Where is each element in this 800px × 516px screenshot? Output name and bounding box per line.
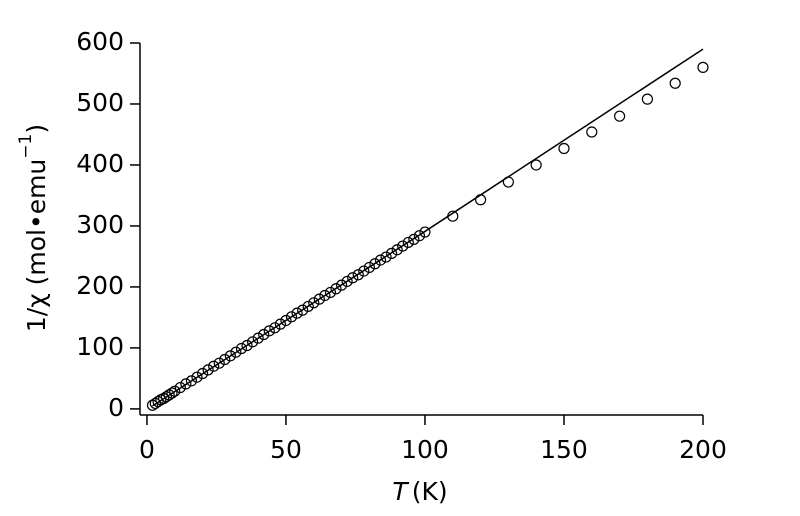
data-point xyxy=(313,293,325,305)
data-point xyxy=(180,378,192,390)
data-point xyxy=(408,233,420,245)
x-label-unit: (K) xyxy=(412,477,448,506)
fit-line xyxy=(152,48,704,407)
data-point xyxy=(669,77,681,89)
data-point xyxy=(208,360,220,372)
x-axis-label: T (K) xyxy=(392,477,447,506)
data-point xyxy=(330,283,342,295)
data-point xyxy=(369,258,381,270)
data-point xyxy=(352,269,364,281)
data-point xyxy=(413,230,426,242)
data-point xyxy=(386,247,398,259)
x-tick-label: 200 xyxy=(679,435,727,464)
x-tick-label: 150 xyxy=(540,435,588,464)
y-tick-label: 600 xyxy=(76,27,124,56)
data-point xyxy=(235,342,248,355)
data-point xyxy=(152,395,164,408)
data-point xyxy=(146,399,159,411)
y-tick-label: 300 xyxy=(76,210,124,239)
data-point xyxy=(474,194,487,206)
data-point xyxy=(274,318,287,330)
data-point xyxy=(158,392,170,405)
y-label-close: ) xyxy=(22,124,51,134)
x-tick-label: 0 xyxy=(139,435,155,464)
data-point xyxy=(302,300,314,313)
data-point xyxy=(219,353,231,366)
data-point xyxy=(224,350,236,362)
data-point xyxy=(335,279,348,291)
data-point xyxy=(252,332,264,344)
data-point xyxy=(196,367,209,380)
data-point xyxy=(280,314,292,327)
data-point xyxy=(319,289,331,302)
data-point xyxy=(341,275,353,288)
data-point xyxy=(291,307,303,319)
data-point xyxy=(358,265,370,277)
data-point xyxy=(374,254,387,266)
y-tick-label: 400 xyxy=(76,149,124,178)
data-point xyxy=(149,397,161,410)
y-tick-label: 500 xyxy=(76,88,124,117)
data-point xyxy=(185,375,198,387)
data-point xyxy=(247,336,259,348)
data-point xyxy=(269,322,281,334)
data-point xyxy=(163,389,175,401)
y-axis-label: 1/χ (mol•emu−1) xyxy=(16,124,51,332)
data-point xyxy=(263,325,275,337)
data-point xyxy=(697,61,709,73)
data-point xyxy=(308,297,320,309)
data-point xyxy=(166,387,178,399)
data-point xyxy=(297,304,309,316)
data-point xyxy=(530,159,542,171)
data-point xyxy=(397,240,409,252)
data-point xyxy=(391,244,403,256)
data-point xyxy=(419,226,431,238)
data-point xyxy=(402,236,414,249)
data-point xyxy=(202,364,214,376)
data-point xyxy=(258,328,270,341)
y-tick-label: 100 xyxy=(76,332,124,361)
data-point xyxy=(241,339,253,352)
x-tick-label: 50 xyxy=(270,435,302,464)
data-point xyxy=(380,251,392,263)
y-label-text: 1/χ (mol•emu xyxy=(22,159,51,332)
data-point xyxy=(230,346,242,358)
x-tick-label: 100 xyxy=(401,435,449,464)
data-point xyxy=(160,391,173,403)
x-label-symbol: T xyxy=(392,477,409,506)
y-tick-label: 0 xyxy=(108,393,124,422)
data-point xyxy=(324,286,337,299)
data-point xyxy=(363,261,375,274)
y-label-sup: −1 xyxy=(16,134,36,159)
data-point xyxy=(558,142,570,155)
data-point xyxy=(174,381,186,394)
data-point xyxy=(347,272,359,284)
data-point xyxy=(613,110,626,122)
y-tick-label: 200 xyxy=(76,271,124,300)
data-point xyxy=(586,126,598,138)
data-point xyxy=(641,93,653,105)
data-point xyxy=(213,357,225,369)
data-point xyxy=(169,385,181,397)
data-point xyxy=(285,311,298,323)
data-point xyxy=(191,371,203,383)
